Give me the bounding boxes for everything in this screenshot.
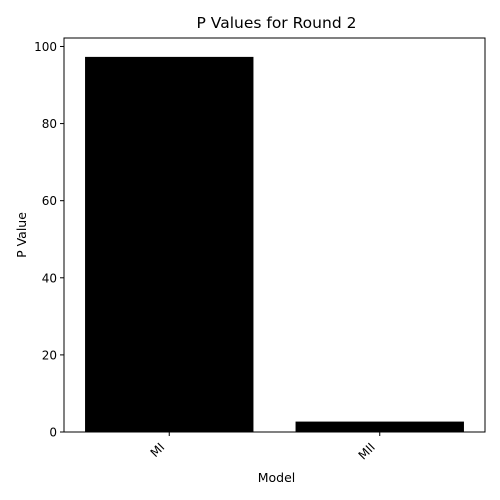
bar-mi (85, 56, 254, 432)
y-tick-label: 100 (34, 40, 57, 54)
bar-mii (295, 421, 464, 432)
plot-frame (63, 37, 486, 433)
y-tick-label: 60 (42, 194, 57, 208)
x-tick-label-mii: MII (356, 440, 378, 462)
y-tick-label: 40 (42, 271, 57, 285)
y-tick-label: 0 (49, 426, 57, 440)
y-axis-label: P Value (14, 212, 29, 258)
chart-title: P Values for Round 2 (197, 14, 357, 32)
y-tick-label: 80 (42, 117, 57, 131)
bars-layer (85, 56, 464, 432)
x-axis-label: Model (258, 470, 296, 485)
x-axis: MI MII (148, 432, 381, 462)
x-tick-label-mi: MI (148, 440, 168, 460)
y-tick-label: 20 (42, 348, 57, 362)
y-axis: 0 20 40 60 80 100 (34, 40, 64, 440)
